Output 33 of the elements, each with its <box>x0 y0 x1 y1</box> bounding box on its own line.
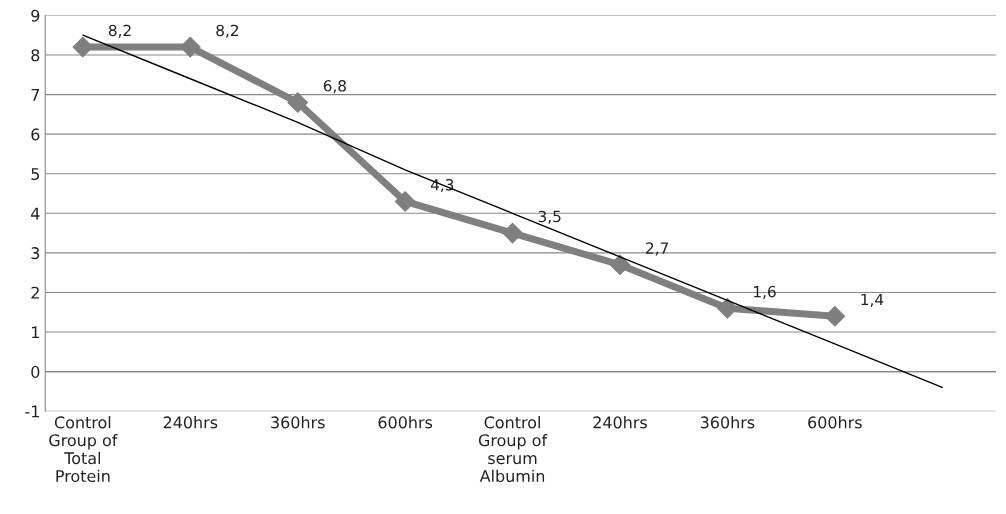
data-label: 6,8 <box>323 80 346 94</box>
data-label: 2,7 <box>646 242 668 256</box>
x-tick-label: 240hrs <box>163 416 218 429</box>
y-tick-label: 6 <box>31 128 40 141</box>
y-tick-label: 2 <box>31 286 39 299</box>
x-tick-label: 360hrs <box>700 416 755 429</box>
x-tick-label: 600hrs <box>808 416 862 429</box>
y-tick-label: 0 <box>31 365 40 378</box>
data-label: 8,2 <box>216 24 239 38</box>
y-tick-label: 1 <box>32 326 39 339</box>
data-label: 1,4 <box>861 293 884 307</box>
point <box>609 254 631 276</box>
data-label: 8,2 <box>108 24 131 38</box>
x-tick-label: Control Group of serum Albumin <box>478 416 548 483</box>
point <box>72 36 94 58</box>
y-tick-label: 3 <box>31 247 40 260</box>
x-tick-label: 360hrs <box>271 416 325 429</box>
x-tick-label: 600hrs <box>378 416 433 429</box>
y-tick-label: 8 <box>31 49 40 62</box>
y-tick-label: 7 <box>31 89 40 101</box>
point <box>502 222 523 244</box>
point <box>824 305 846 327</box>
y-tick-label: 4 <box>31 207 40 220</box>
y-tick-label: -1 <box>25 405 39 418</box>
y-tick-label: 5 <box>31 168 40 181</box>
data-label: 1,6 <box>754 285 776 299</box>
x-tick-label: 240hrs <box>593 416 647 429</box>
x-tick-label: Control Group of Total Protein <box>49 416 118 483</box>
y-tick-label: 9 <box>31 9 40 22</box>
point <box>287 92 309 113</box>
point <box>717 297 738 319</box>
point <box>394 191 416 212</box>
data-label: 3,5 <box>538 210 561 224</box>
